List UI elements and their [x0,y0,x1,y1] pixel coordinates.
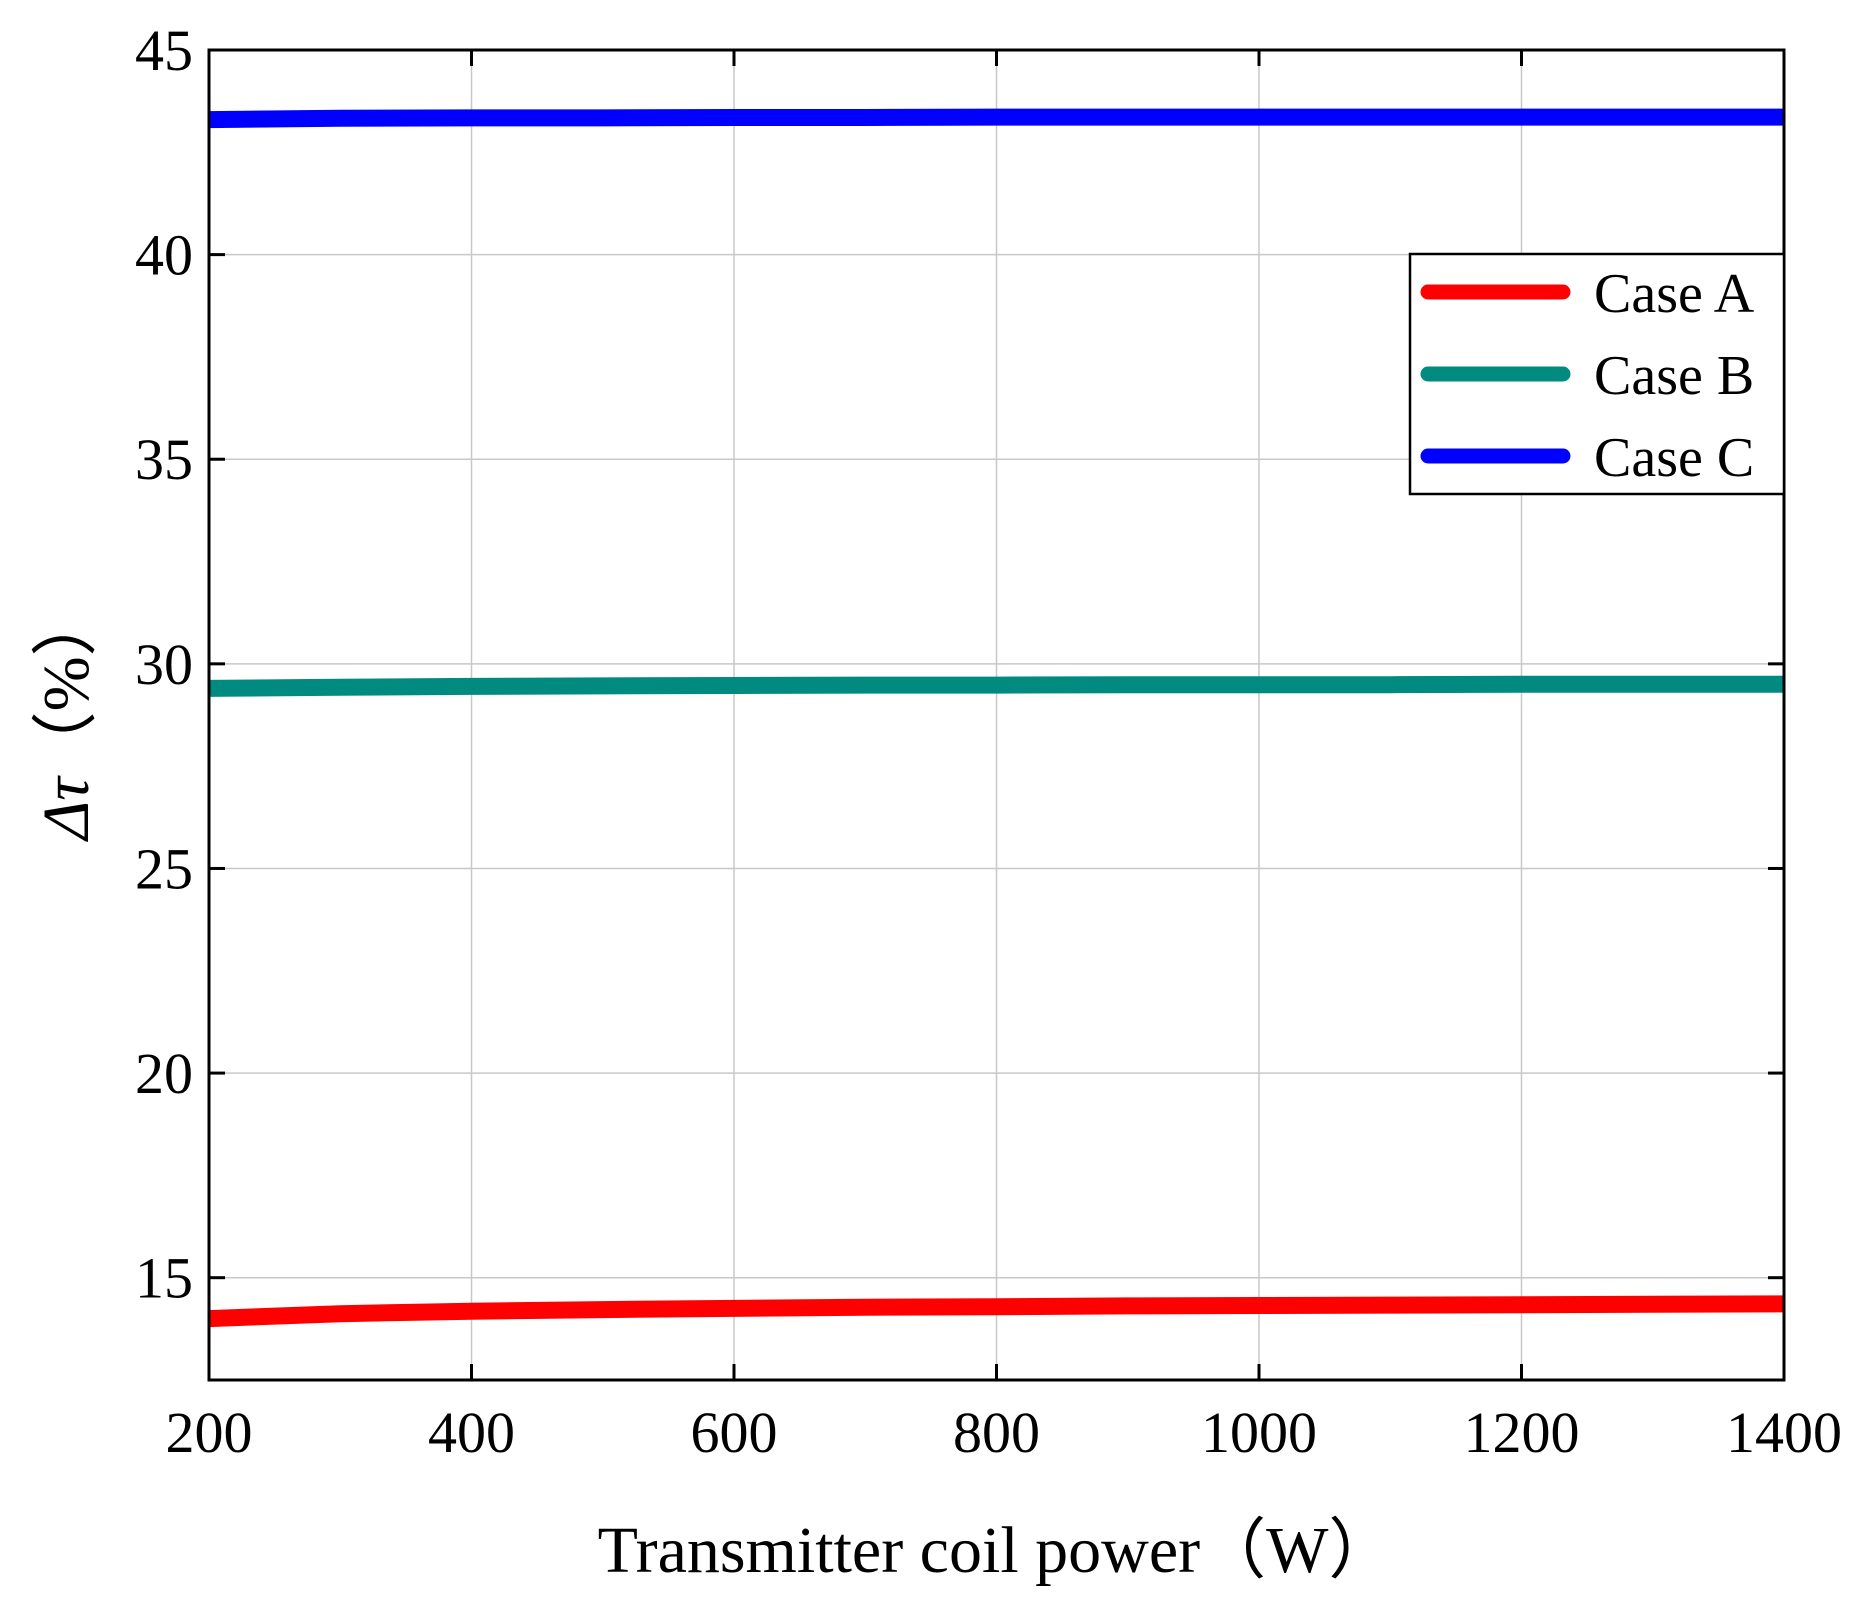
series-lines [208,108,1785,1328]
x-tick-label: 600 [691,1400,778,1465]
y-tick-label: 15 [135,1246,193,1311]
x-tick-label: 400 [428,1400,515,1465]
series-line-case-c [208,108,1784,129]
grid-lines [208,49,1785,1380]
y-tick-label: 25 [135,836,193,901]
y-tick-label: 20 [135,1041,193,1106]
legend: Case A Case B Case C [1408,252,1786,496]
y-tick-label: 45 [135,18,193,83]
y-axis-title: Δτ（%） [30,590,103,842]
series-line-case-a [208,1295,1785,1328]
x-tick-label: 1200 [1464,1400,1580,1465]
y-tick-label: 35 [135,427,193,492]
x-tick-label: 800 [953,1400,1040,1465]
y-tick-label: 40 [135,223,193,288]
axis-ticks [207,48,1786,1380]
x-tick-label: 200 [166,1400,253,1465]
legend-label-case-a: Case A [1594,263,1755,325]
y-tick-label: 30 [135,632,193,697]
x-tick-label: 1400 [1726,1400,1842,1465]
y-axis-unit: （%） [30,590,103,777]
x-tick-label: 1000 [1201,1400,1317,1465]
x-axis-title: Transmitter coil power（W） [598,1514,1395,1587]
y-tick-labels: 15 20 25 30 35 40 45 [135,18,193,1311]
y-axis-symbol: Δτ [30,775,103,843]
x-tick-labels: 200 400 600 800 1000 1200 1400 [166,1400,1843,1465]
legend-label-case-b: Case B [1594,345,1754,407]
series-line-case-b [208,675,1784,697]
legend-label-case-c: Case C [1594,427,1754,489]
